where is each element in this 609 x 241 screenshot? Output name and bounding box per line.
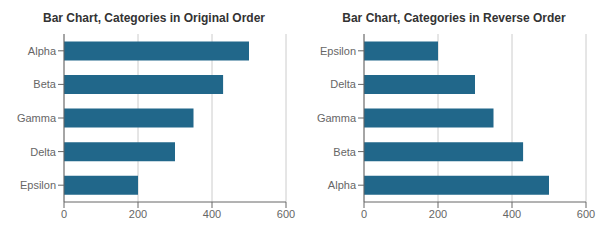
svg-text:200: 200 xyxy=(429,208,447,220)
html-text:Bar Chart, Categories in Rever: Bar Chart, Categories in Reverse Order xyxy=(342,11,566,25)
svg-text:Beta: Beta xyxy=(33,78,57,90)
svg-text:600: 600 xyxy=(577,208,595,220)
svg-text:Alpha: Alpha xyxy=(28,45,57,57)
svg-text:200: 200 xyxy=(129,208,147,220)
svg-text:0: 0 xyxy=(61,208,67,220)
svg-text:Alpha: Alpha xyxy=(328,179,357,191)
svg-text:Gamma: Gamma xyxy=(317,112,357,124)
svg-text:Epsilon: Epsilon xyxy=(20,179,56,191)
svg-text:Delta: Delta xyxy=(330,78,357,90)
svg-text:Beta: Beta xyxy=(333,146,357,158)
svg-text:Delta: Delta xyxy=(30,146,57,158)
svg-text:400: 400 xyxy=(503,208,521,220)
svg-text:600: 600 xyxy=(277,208,295,220)
svg-text:Epsilon: Epsilon xyxy=(320,45,356,57)
svg-text:0: 0 xyxy=(361,208,367,220)
svg-text:Gamma: Gamma xyxy=(17,112,57,124)
svg-text:400: 400 xyxy=(203,208,221,220)
html-text:Bar Chart, Categories in Origi: Bar Chart, Categories in Original Order xyxy=(43,11,265,25)
